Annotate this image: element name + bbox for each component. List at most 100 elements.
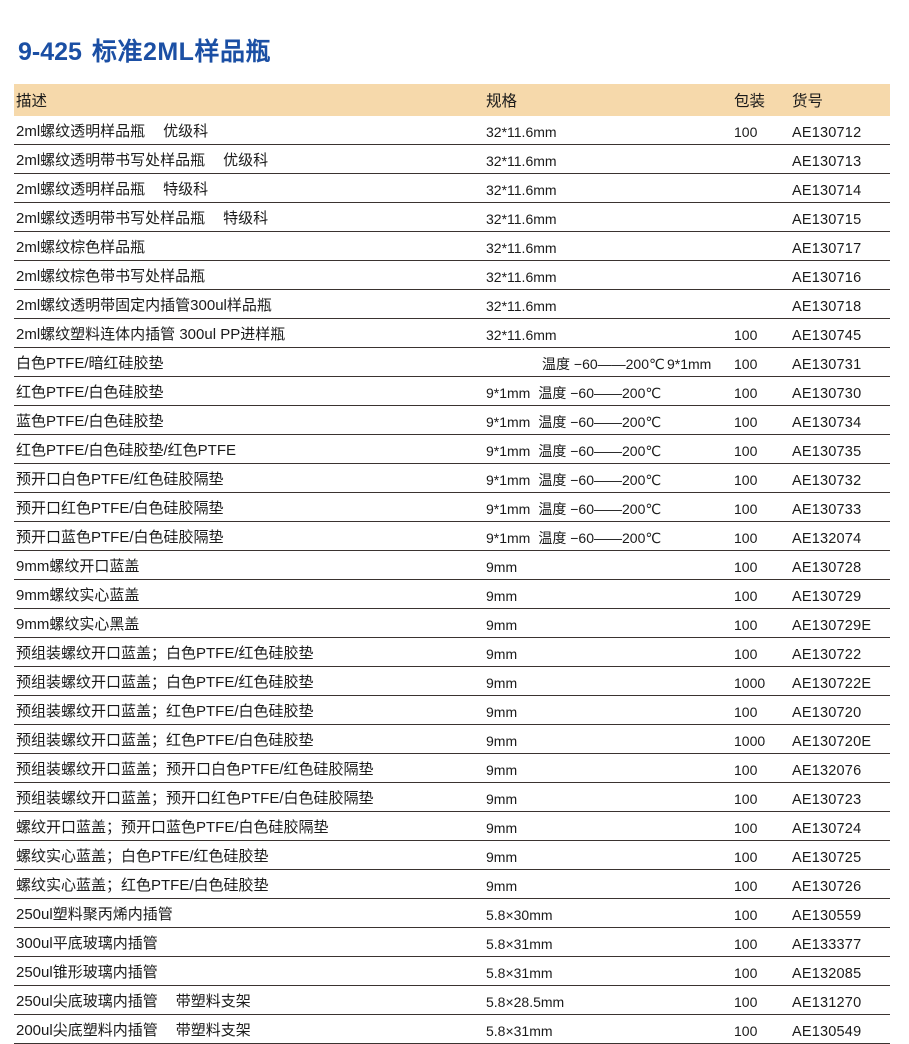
table-row: 9mm螺纹实心蓝盖 9mm 100 AE130729	[14, 579, 890, 609]
page-title-code: 9-425	[18, 38, 82, 66]
description-text: 红色PTFE/白色硅胶垫	[16, 384, 164, 402]
cell-spec: 温度 −60——200℃ 9*1mm	[482, 347, 731, 377]
cell-pack: 1000	[731, 724, 788, 754]
table-header: 描述 规格 包装 货号	[14, 84, 890, 116]
cell-description: 预开口白色PTFE/红色硅胶隔垫	[14, 463, 482, 493]
cell-pack: 100	[731, 579, 788, 609]
description-note: 优级科	[163, 123, 209, 141]
table-row: 预开口蓝色PTFE/白色硅胶隔垫 9*1mm 温度 −60——200℃ 100 AE13…	[14, 521, 890, 551]
description-text: 2ml螺纹透明带书写处样品瓶	[16, 152, 206, 170]
description-text: 2ml螺纹透明带固定内插管300ul样品瓶	[16, 297, 272, 315]
cell-sku: AE130724	[788, 811, 890, 841]
cell-description: 2ml螺纹透明带书写处样品瓶 特级科	[14, 202, 482, 232]
cell-spec: 5.8×31mm	[482, 956, 731, 986]
cell-spec: 32*11.6mm	[482, 173, 731, 203]
table-row: 2ml螺纹透明带书写处样品瓶 优级科 32*11.6mm AE130713	[14, 144, 890, 174]
description-note: 优级科	[223, 152, 269, 170]
cell-pack: 100	[731, 463, 788, 493]
cell-sku: AE130729	[788, 579, 890, 609]
cell-sku: AE130725	[788, 840, 890, 870]
description-text: 2ml螺纹塑料连体内插管 300ul PP进样瓶	[16, 326, 286, 344]
description-text: 9mm螺纹开口蓝盖	[16, 558, 140, 576]
cell-sku: AE130717	[788, 231, 890, 261]
cell-description: 200ul尖底塑料内插管 带塑料支架	[14, 1014, 482, 1044]
cell-spec: 9mm	[482, 579, 731, 609]
spec-temperature: 温度 −60——200℃	[542, 356, 665, 373]
cell-pack: 100	[731, 753, 788, 783]
cell-pack: 100	[731, 405, 788, 435]
product-table: 描述 规格 包装 货号 2ml螺纹透明样品瓶 优级科 32*11.6mm 100 AE1…	[14, 84, 890, 1044]
cell-spec: 9mm	[482, 840, 731, 870]
cell-description: 蓝色PTFE/白色硅胶垫	[14, 405, 482, 435]
cell-pack: 100	[731, 376, 788, 406]
cell-pack	[731, 173, 788, 203]
cell-description: 2ml螺纹棕色带书写处样品瓶	[14, 260, 482, 290]
table-row: 2ml螺纹透明样品瓶 特级科 32*11.6mm AE130714	[14, 173, 890, 203]
table-row: 2ml螺纹透明样品瓶 优级科 32*11.6mm 100 AE130712	[14, 116, 890, 145]
cell-description: 螺纹实心蓝盖；红色PTFE/白色硅胶垫	[14, 869, 482, 899]
cell-sku: AE130731	[788, 347, 890, 377]
cell-sku: AE130732	[788, 463, 890, 493]
cell-description: 预组装螺纹开口蓝盖；白色PTFE/红色硅胶垫	[14, 637, 482, 667]
table-row: 白色PTFE/暗红硅胶垫 温度 −60——200℃ 9*1mm 100 AE130731	[14, 347, 890, 377]
cell-sku: AE131270	[788, 985, 890, 1015]
cell-pack: 100	[731, 782, 788, 812]
cell-pack	[731, 144, 788, 174]
cell-spec: 32*11.6mm	[482, 318, 731, 348]
cell-spec: 32*11.6mm	[482, 144, 731, 174]
cell-pack: 100	[731, 637, 788, 667]
cell-spec: 9mm	[482, 550, 731, 580]
cell-sku: AE130735	[788, 434, 890, 464]
description-note: 带塑料支架	[175, 993, 251, 1011]
cell-description: 9mm螺纹实心黑盖	[14, 608, 482, 638]
cell-sku: AE130734	[788, 405, 890, 435]
cell-spec: 9*1mm 温度 −60——200℃	[482, 521, 731, 551]
cell-pack	[731, 289, 788, 319]
description-text: 9mm螺纹实心蓝盖	[16, 587, 140, 605]
description-text: 预组装螺纹开口蓝盖；白色PTFE/红色硅胶垫	[16, 645, 314, 663]
cell-description: 预组装螺纹开口蓝盖；红色PTFE/白色硅胶垫	[14, 724, 482, 754]
table-row: 螺纹实心蓝盖；白色PTFE/红色硅胶垫 9mm 100 AE130725	[14, 840, 890, 870]
table-row: 预组装螺纹开口蓝盖；白色PTFE/红色硅胶垫 9mm 1000 AE130722E	[14, 666, 890, 696]
cell-pack	[731, 260, 788, 290]
table-row: 预组装螺纹开口蓝盖；预开口白色PTFE/红色硅胶隔垫 9mm 100 AE132076	[14, 753, 890, 783]
cell-pack: 100	[731, 434, 788, 464]
cell-description: 300ul平底玻璃内插管	[14, 927, 482, 957]
description-text: 预组装螺纹开口蓝盖；预开口白色PTFE/红色硅胶隔垫	[16, 761, 374, 779]
table-row: 红色PTFE/白色硅胶垫 9*1mm 温度 −60——200℃ 100 AE130730	[14, 376, 890, 406]
table-row: 2ml螺纹透明带固定内插管300ul样品瓶 32*11.6mm AE130718	[14, 289, 890, 319]
table-row: 200ul尖底塑料内插管 带塑料支架 5.8×31mm 100 AE130549	[14, 1014, 890, 1044]
description-text: 螺纹实心蓝盖；红色PTFE/白色硅胶垫	[16, 877, 269, 895]
cell-pack: 100	[731, 811, 788, 841]
table-row: 预组装螺纹开口蓝盖；红色PTFE/白色硅胶垫 9mm 1000 AE130720E	[14, 724, 890, 754]
cell-spec: 5.8×31mm	[482, 927, 731, 957]
description-text: 2ml螺纹透明样品瓶	[16, 181, 146, 199]
description-text: 2ml螺纹透明带书写处样品瓶	[16, 210, 206, 228]
cell-sku: AE130715	[788, 202, 890, 232]
cell-spec: 9*1mm 温度 −60——200℃	[482, 463, 731, 493]
cell-description: 预开口蓝色PTFE/白色硅胶隔垫	[14, 521, 482, 551]
cell-pack: 100	[731, 927, 788, 957]
cell-pack: 1000	[731, 666, 788, 696]
cell-spec: 5.8×28.5mm	[482, 985, 731, 1015]
table-row: 2ml螺纹透明带书写处样品瓶 特级科 32*11.6mm AE130715	[14, 202, 890, 232]
description-text: 2ml螺纹棕色带书写处样品瓶	[16, 268, 206, 286]
table-row: 9mm螺纹开口蓝盖 9mm 100 AE130728	[14, 550, 890, 580]
cell-sku: AE132074	[788, 521, 890, 551]
cell-pack: 100	[731, 492, 788, 522]
cell-pack	[731, 202, 788, 232]
cell-sku: AE130730	[788, 376, 890, 406]
cell-spec: 9*1mm 温度 −60——200℃	[482, 492, 731, 522]
cell-sku: AE132076	[788, 753, 890, 783]
cell-spec: 9mm	[482, 637, 731, 667]
description-text: 9mm螺纹实心黑盖	[16, 616, 140, 634]
spec-size: 9*1mm	[486, 501, 531, 518]
cell-sku: AE130716	[788, 260, 890, 290]
cell-spec: 9mm	[482, 724, 731, 754]
cell-pack: 100	[731, 550, 788, 580]
cell-spec: 9mm	[482, 666, 731, 696]
cell-pack: 100	[731, 608, 788, 638]
table-row: 250ul塑料聚丙烯内插管 5.8×30mm 100 AE130559	[14, 898, 890, 928]
spec-temperature: 温度 −60——200℃	[538, 472, 662, 489]
